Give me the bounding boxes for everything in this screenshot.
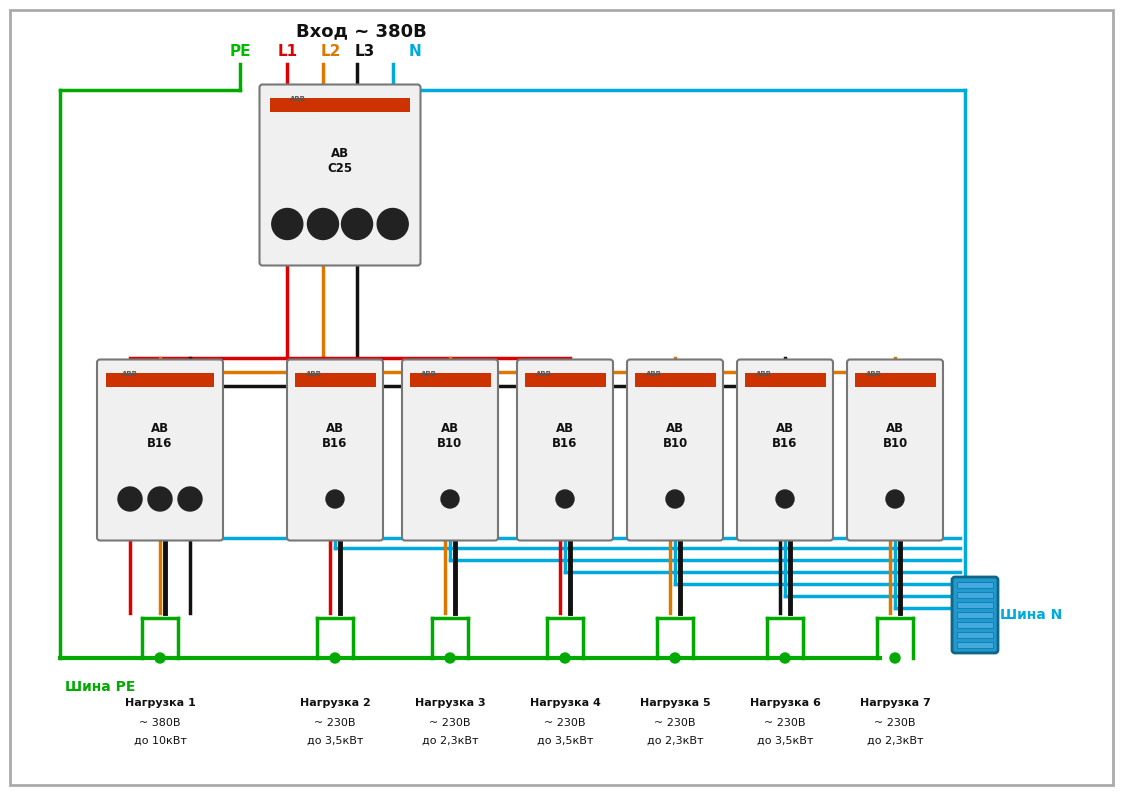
FancyBboxPatch shape [259, 84, 420, 266]
Text: АВ
С25: АВ С25 [328, 147, 353, 175]
Text: L2: L2 [321, 45, 341, 60]
Bar [957, 642, 993, 648]
Text: до 10кВт: до 10кВт [134, 736, 186, 746]
FancyBboxPatch shape [402, 359, 497, 541]
Circle shape [272, 208, 303, 239]
Text: N: N [409, 45, 421, 60]
Text: АВ
В16: АВ В16 [773, 422, 797, 450]
Text: АВ
В10: АВ В10 [663, 422, 687, 450]
Circle shape [118, 487, 141, 511]
Circle shape [308, 208, 338, 239]
Text: Вход ~ 380В: Вход ~ 380В [295, 22, 427, 40]
Bar [957, 622, 993, 628]
Circle shape [670, 653, 681, 663]
Text: ABB: ABB [866, 371, 882, 377]
Text: L1: L1 [277, 45, 298, 60]
Text: ~ 230В: ~ 230В [545, 718, 586, 728]
Text: ~ 230В: ~ 230В [314, 718, 356, 728]
Text: Нагрузка 3: Нагрузка 3 [414, 698, 485, 708]
Text: до 2,3кВт: до 2,3кВт [422, 736, 478, 746]
Text: L3: L3 [355, 45, 375, 60]
Text: ABB: ABB [756, 371, 773, 377]
Circle shape [891, 653, 900, 663]
Text: АВ
В16: АВ В16 [322, 422, 348, 450]
Text: Нагрузка 2: Нагрузка 2 [300, 698, 371, 708]
Circle shape [148, 487, 172, 511]
FancyBboxPatch shape [627, 359, 723, 541]
Text: Нагрузка 5: Нагрузка 5 [640, 698, 711, 708]
Text: Нагрузка 4: Нагрузка 4 [530, 698, 601, 708]
Circle shape [441, 490, 459, 508]
Text: до 3,5кВт: до 3,5кВт [537, 736, 593, 746]
Bar [957, 592, 993, 598]
Text: АВ
В10: АВ В10 [437, 422, 463, 450]
Bar [410, 373, 491, 387]
Circle shape [780, 653, 789, 663]
Text: ABB: ABB [646, 371, 663, 377]
Circle shape [155, 653, 165, 663]
Text: Нагрузка 6: Нагрузка 6 [749, 698, 821, 708]
Text: Нагрузка 7: Нагрузка 7 [859, 698, 930, 708]
Circle shape [341, 208, 373, 239]
Text: ~ 230В: ~ 230В [655, 718, 696, 728]
Text: до 2,3кВт: до 2,3кВт [647, 736, 703, 746]
FancyBboxPatch shape [737, 359, 833, 541]
Bar [524, 373, 605, 387]
Text: ABB: ABB [536, 371, 553, 377]
Circle shape [666, 490, 684, 508]
Text: ABB: ABB [307, 371, 322, 377]
Text: до 3,5кВт: до 3,5кВт [307, 736, 363, 746]
Text: ABB: ABB [421, 371, 437, 377]
FancyBboxPatch shape [517, 359, 613, 541]
FancyBboxPatch shape [847, 359, 943, 541]
Bar [745, 373, 825, 387]
Bar [271, 98, 410, 112]
Text: до 3,5кВт: до 3,5кВт [757, 736, 813, 746]
Text: до 2,3кВт: до 2,3кВт [867, 736, 923, 746]
Text: ~ 230В: ~ 230В [874, 718, 915, 728]
Text: ABB: ABB [121, 371, 137, 377]
Text: Нагрузка 1: Нагрузка 1 [125, 698, 195, 708]
Text: АВ
В10: АВ В10 [883, 422, 907, 450]
Text: PE: PE [229, 45, 250, 60]
Circle shape [560, 653, 570, 663]
Text: ~ 380В: ~ 380В [139, 718, 181, 728]
Circle shape [377, 208, 408, 239]
Circle shape [556, 490, 574, 508]
FancyBboxPatch shape [97, 359, 223, 541]
Text: ~ 230В: ~ 230В [765, 718, 805, 728]
Text: Шина N: Шина N [999, 608, 1062, 622]
Circle shape [776, 490, 794, 508]
Bar [957, 602, 993, 608]
FancyBboxPatch shape [952, 577, 998, 653]
Text: Шина PE: Шина PE [65, 680, 136, 694]
Bar [294, 373, 375, 387]
Circle shape [330, 653, 340, 663]
Text: ~ 230В: ~ 230В [429, 718, 471, 728]
Bar [957, 582, 993, 588]
Circle shape [179, 487, 202, 511]
Text: АВ
В16: АВ В16 [553, 422, 577, 450]
Bar [957, 612, 993, 618]
Text: ABB: ABB [291, 96, 307, 102]
Text: АВ
В16: АВ В16 [147, 422, 173, 450]
Bar [855, 373, 935, 387]
FancyBboxPatch shape [287, 359, 383, 541]
Circle shape [886, 490, 904, 508]
Bar [957, 632, 993, 638]
Bar [106, 373, 214, 387]
Circle shape [445, 653, 455, 663]
Circle shape [326, 490, 344, 508]
Bar [634, 373, 715, 387]
